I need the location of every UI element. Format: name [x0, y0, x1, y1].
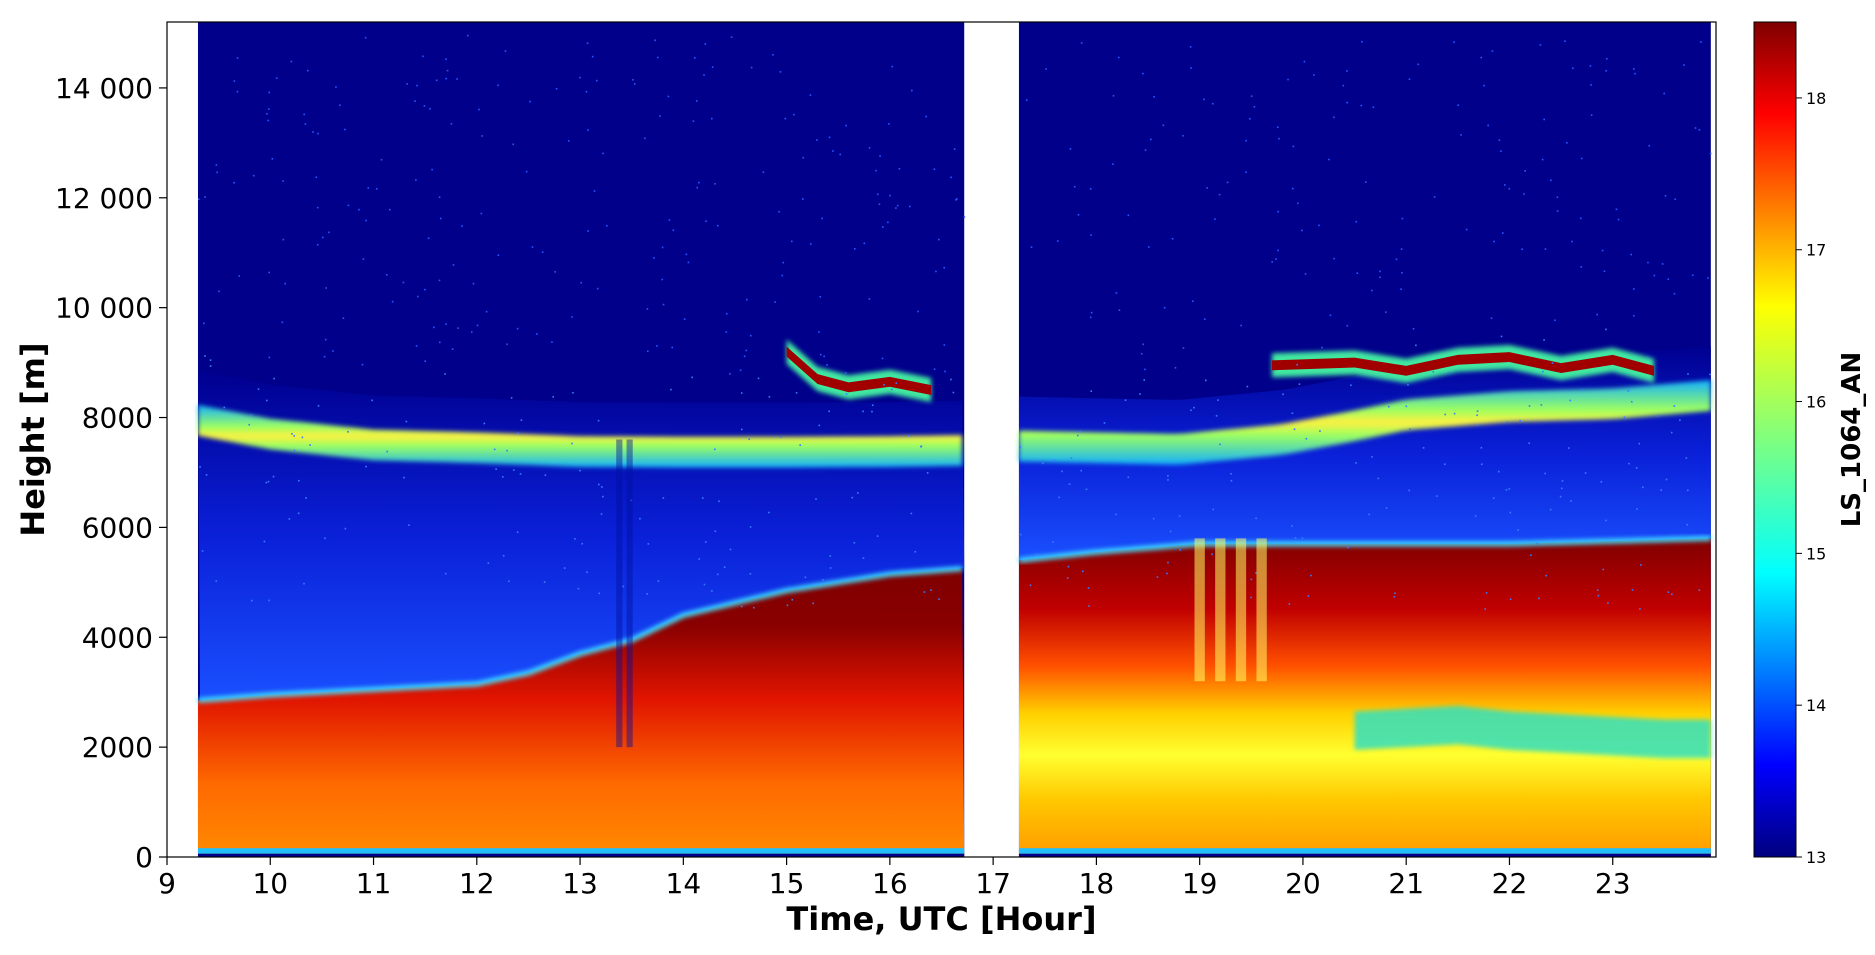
cirrus-layer-2 [1018, 380, 1711, 465]
y-tick-label-0: 0 [135, 841, 153, 874]
noise-speckles [198, 34, 1712, 610]
striation-4 [1256, 538, 1267, 682]
x-tick-label-12: 12 [459, 867, 495, 900]
y-axis: 0 2000 4000 6000 8000 10 000 12 000 14 000 [55, 72, 167, 874]
striation-1 [1194, 538, 1205, 682]
x-tick-label-21: 21 [1388, 867, 1424, 900]
x-tick-label-17: 17 [975, 867, 1011, 900]
boundary-layer-aerosol-2 [1018, 538, 1711, 857]
y-tick-label-4000: 4000 [82, 621, 153, 654]
upper-cirrus-core-2 [1271, 352, 1655, 376]
x-tick-label-22: 22 [1492, 867, 1528, 900]
cbar-tick-label-18: 18 [1806, 89, 1826, 108]
boundary-layer-top-edge-1 [197, 566, 963, 703]
dark-striation-1 [616, 439, 623, 748]
x-tick-label-11: 11 [356, 867, 392, 900]
cbar-tick-label-15: 15 [1806, 544, 1826, 563]
dark-striation-2 [626, 439, 633, 748]
x-tick-label-16: 16 [872, 867, 908, 900]
cbar-tick-label-16: 16 [1806, 393, 1826, 412]
cbar-tick-label-14: 14 [1806, 696, 1826, 715]
y-tick-label-14000: 14 000 [55, 72, 153, 105]
x-tick-label-23: 23 [1595, 867, 1631, 900]
y-tick-label-10000: 10 000 [55, 292, 153, 325]
ground-base-2 [1018, 853, 1711, 857]
cirrus-layer-1 [197, 404, 963, 468]
colorbar-gradient [1753, 21, 1797, 858]
colorbar-ticks: 13 14 15 16 17 18 [1796, 89, 1826, 867]
colorbar: 13 14 15 16 17 18 LS_1064_AN [1753, 21, 1867, 867]
y-tick-label-2000: 2000 [82, 731, 153, 764]
y-tick-label-6000: 6000 [82, 511, 153, 544]
plot-area [197, 22, 1712, 857]
y-tick-label-8000: 8000 [82, 402, 153, 435]
cbar-tick-label-17: 17 [1806, 241, 1826, 260]
x-tick-label-19: 19 [1182, 867, 1218, 900]
colorbar-title: LS_1064_AN [1837, 352, 1867, 528]
boundary-layer-aerosol-1 [197, 568, 965, 857]
x-tick-label-10: 10 [252, 867, 288, 900]
x-tick-label-9: 9 [158, 867, 176, 900]
ground-base-1 [197, 853, 965, 857]
lower-aerosol-cyan-patch [1354, 705, 1711, 759]
x-tick-label-13: 13 [562, 867, 598, 900]
vertical-striations [616, 439, 1267, 748]
ground-strip-2 [1018, 848, 1711, 854]
x-axis-title: Time, UTC [Hour] [786, 900, 1096, 938]
plot-frame [166, 21, 1717, 858]
upper-cirrus-core-1 [786, 346, 932, 396]
x-tick-label-20: 20 [1285, 867, 1321, 900]
ground-strip-1 [197, 848, 965, 854]
cbar-tick-label-13: 13 [1806, 848, 1826, 867]
striation-2 [1215, 538, 1226, 682]
y-axis-title: Height [m] [14, 342, 52, 536]
striation-3 [1235, 538, 1247, 682]
boundary-layer-top-edge-2 [1018, 535, 1711, 563]
x-axis: 9 10 11 12 13 14 15 16 17 18 19 20 21 22 23 [158, 857, 1631, 900]
x-tick-label-18: 18 [1079, 867, 1115, 900]
x-tick-label-14: 14 [666, 867, 702, 900]
x-tick-label-15: 15 [769, 867, 805, 900]
y-tick-label-12000: 12 000 [55, 182, 153, 215]
